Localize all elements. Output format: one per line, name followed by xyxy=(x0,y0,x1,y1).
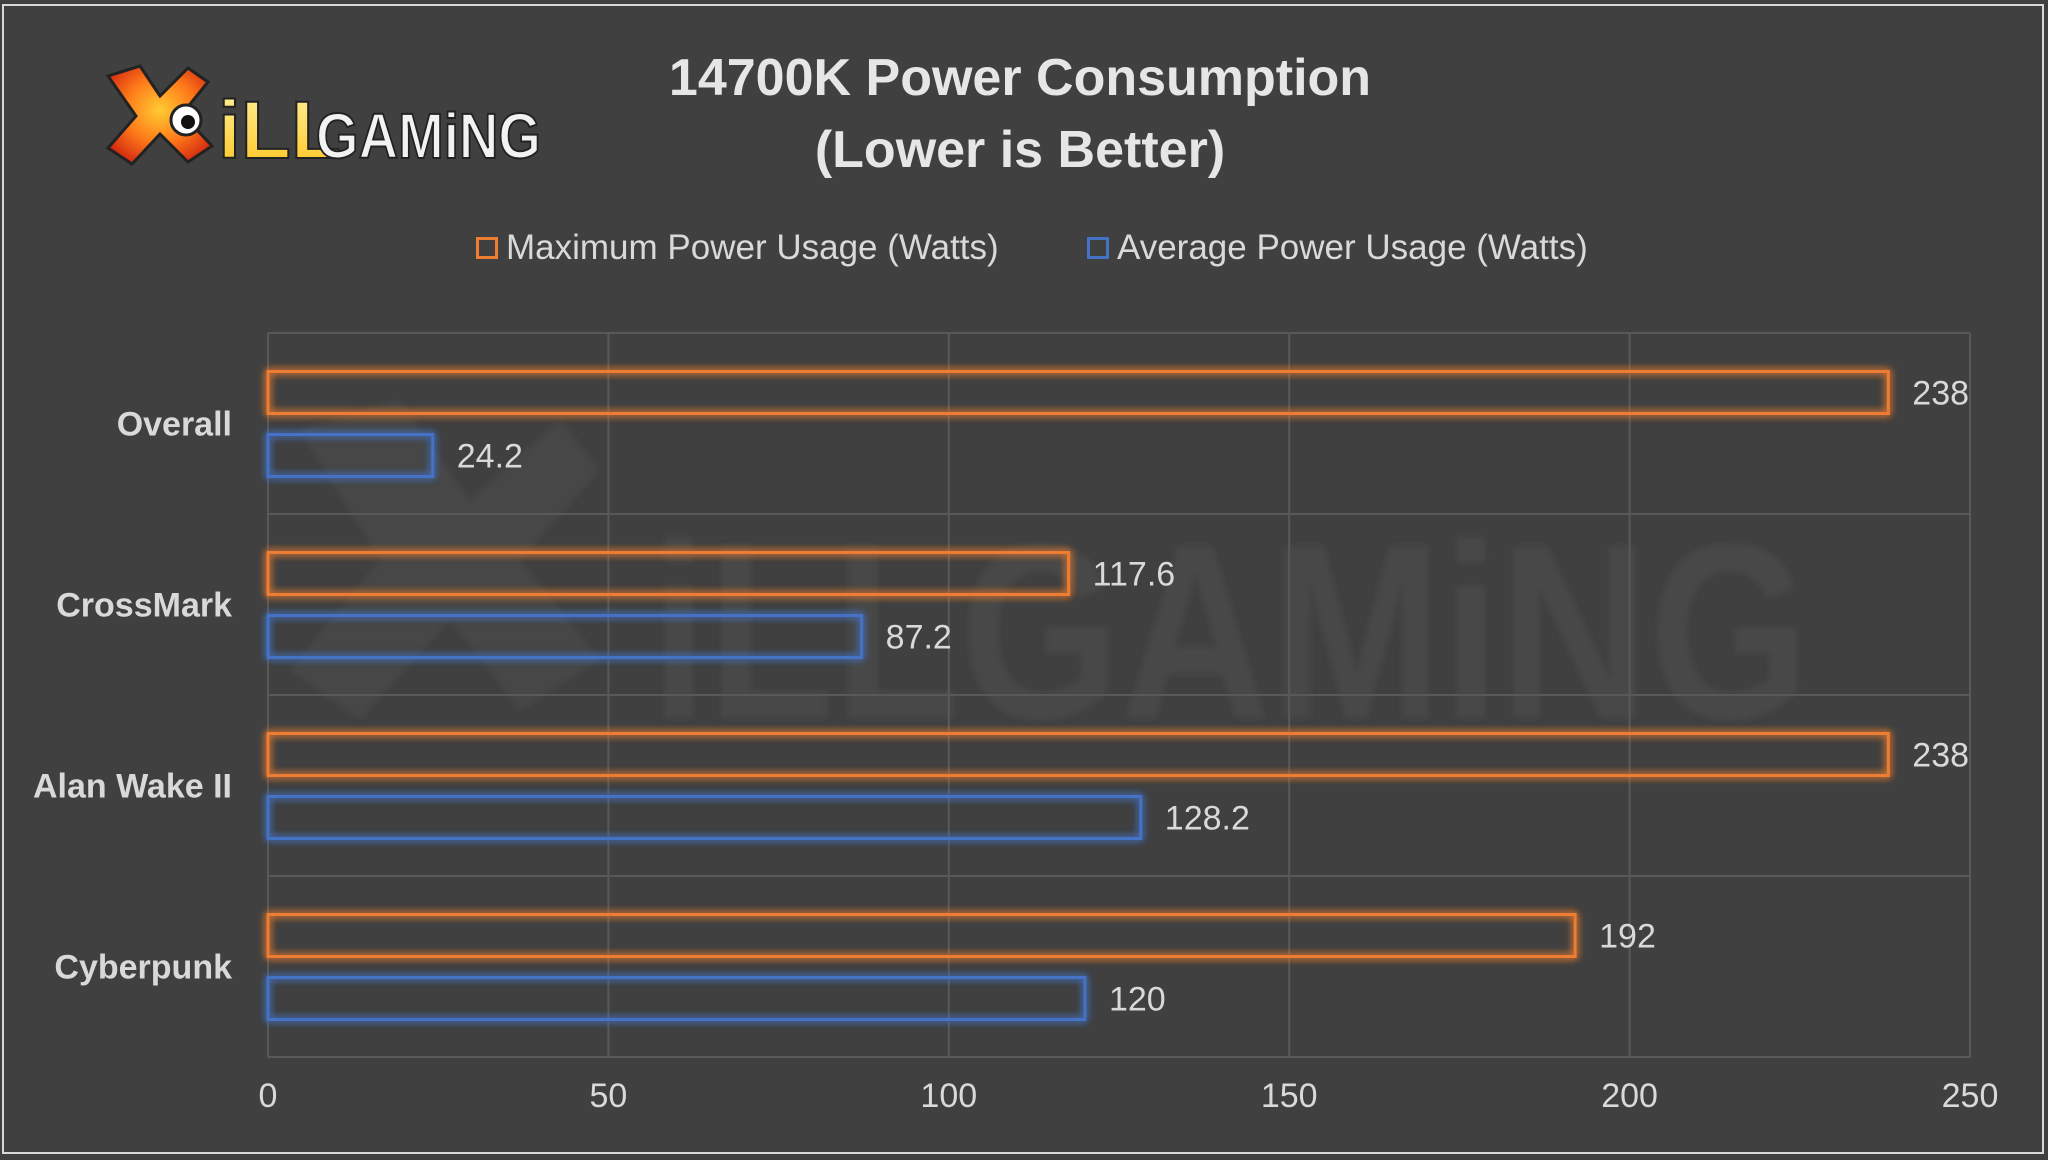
legend-swatch-max xyxy=(476,237,498,259)
chart-title-line-2: (Lower is Better) xyxy=(814,121,1226,179)
legend-item-avg: Average Power Usage (Watts) xyxy=(1087,228,1588,268)
bar xyxy=(266,370,1890,415)
legend-swatch-avg xyxy=(1087,237,1109,259)
chart-frame xyxy=(2,4,2044,1154)
x-tick-label: 250 xyxy=(1942,1077,1999,1115)
x-tick-label: 200 xyxy=(1601,1077,1658,1115)
x-tick-label: 150 xyxy=(1261,1077,1318,1115)
data-label: 238 xyxy=(1912,737,1969,775)
data-label: 238 xyxy=(1912,375,1969,413)
category-label: CrossMark xyxy=(56,587,232,625)
data-label: 192 xyxy=(1599,918,1656,956)
chart-title-line-1: 14700K Power Consumption xyxy=(668,49,1372,107)
bar xyxy=(266,976,1087,1021)
legend-label-avg: Average Power Usage (Watts) xyxy=(1117,228,1588,267)
bar xyxy=(266,433,435,478)
bar xyxy=(266,614,864,659)
logo-text: iLL xyxy=(218,85,341,176)
x-eye-icon: iLL GAMiNG xyxy=(105,64,542,177)
bar xyxy=(266,732,1890,777)
chart-legend: Maximum Power Usage (Watts) Average Powe… xyxy=(0,228,2048,274)
bar xyxy=(266,795,1143,840)
legend-label-max: Maximum Power Usage (Watts) xyxy=(506,228,999,267)
bar xyxy=(266,913,1577,958)
watermark-text: iLLGAMiNG xyxy=(650,492,1810,771)
data-label: 120 xyxy=(1109,981,1166,1019)
data-label: 24.2 xyxy=(457,438,523,476)
data-label: 117.6 xyxy=(1093,556,1176,594)
category-label: Alan Wake II xyxy=(33,768,232,806)
category-label: Overall xyxy=(117,406,232,444)
illgaming-logo: iLL GAMiNG xyxy=(100,58,550,178)
data-label: 128.2 xyxy=(1165,800,1250,838)
legend-item-max: Maximum Power Usage (Watts) xyxy=(476,228,999,268)
logo-text-gaming: GAMiNG xyxy=(316,100,541,172)
x-tick-label: 50 xyxy=(589,1077,627,1115)
watermark-icon xyxy=(290,400,600,720)
chart-title: 14700K Power Consumption (Lower is Bette… xyxy=(620,42,1420,186)
x-tick-label: 100 xyxy=(920,1077,977,1115)
bar xyxy=(266,551,1071,596)
data-label: 87.2 xyxy=(886,619,952,657)
x-tick-label: 0 xyxy=(259,1077,278,1115)
category-label: Cyberpunk xyxy=(54,949,232,987)
